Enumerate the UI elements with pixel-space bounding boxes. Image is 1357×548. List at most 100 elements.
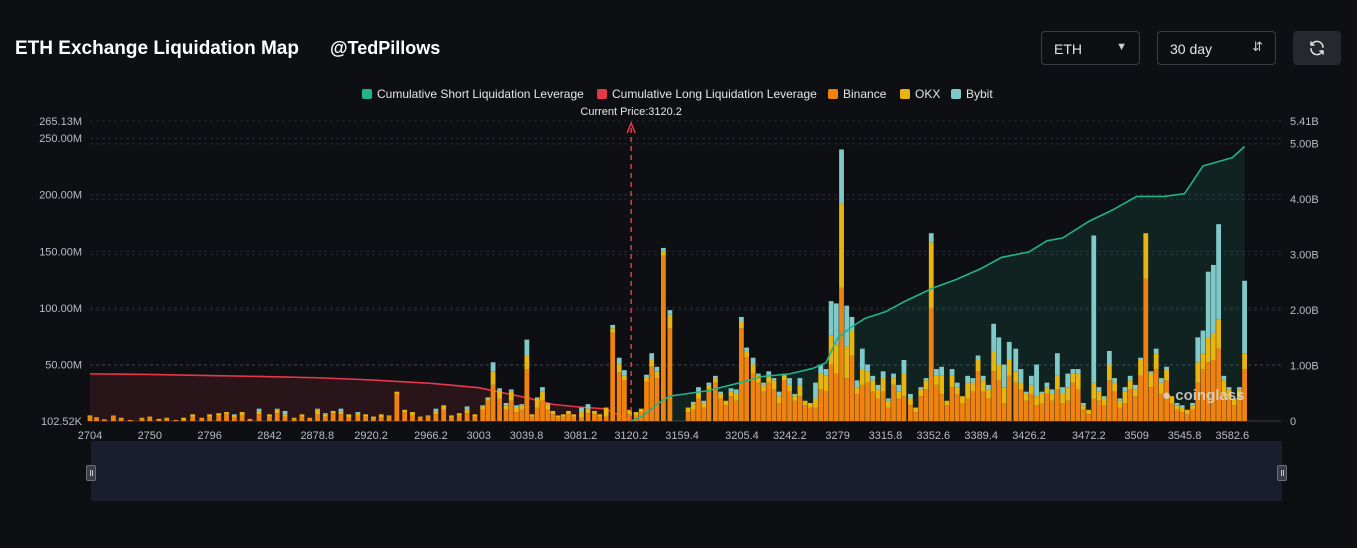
bar-okx [690,404,696,410]
bar-bybit [480,405,486,407]
bar-binance [224,414,229,422]
bar-binance [291,418,297,422]
slider-handle-left[interactable] [86,465,96,481]
bar-binance [490,384,496,422]
bar-okx [449,415,454,418]
bar-binance [627,414,632,422]
bar-okx [550,410,556,415]
bar-bybit [965,375,971,383]
bar-binance [585,413,591,422]
bar-binance [1148,387,1154,422]
bar-okx [519,405,525,410]
legend-okx[interactable]: OKX [900,87,940,101]
bar-bybit [870,375,876,381]
bar-binance [355,415,361,422]
bar-okx [649,359,655,367]
bar-binance [464,413,470,422]
legend-bybit-label: Bybit [966,87,993,101]
bar-binance [1034,405,1039,422]
bar-okx [949,375,955,388]
coin-select[interactable]: ETH ▼ [1041,31,1140,65]
bar-okx [1237,389,1242,399]
bar-okx [823,375,829,392]
legend-short[interactable]: Cumulative Short Liquidation Leverage [362,87,584,101]
bar-okx [216,413,222,416]
bar-bybit [274,408,280,410]
bar-binance [1226,398,1232,422]
bar-bybit [1044,382,1050,388]
bar-okx [540,391,545,401]
bar-okx [960,396,965,404]
x-tick-label: 3242.2 [773,430,807,442]
bar-binance [833,373,839,422]
bar-binance [1106,380,1112,422]
range-select[interactable]: 30 day ⇵ [1157,31,1276,65]
x-tick-label: 2920.2 [354,430,388,442]
bar-okx [592,410,597,415]
bar-binance [781,380,787,422]
bar-binance [718,398,723,422]
bar-binance [960,403,965,422]
bar-binance [363,416,369,422]
bar-binance [378,417,384,422]
bar-binance [1195,382,1201,422]
bar-binance [1122,403,1128,422]
bar-okx [330,410,336,414]
bar-okx [267,414,272,417]
bar-binance [190,416,196,422]
slider-handle-right[interactable] [1277,465,1287,481]
bar-binance [913,412,919,422]
bar-okx [490,371,496,385]
legend-bybit[interactable]: Bybit [951,87,993,101]
bar-bybit [755,373,761,376]
bar-bybit [519,404,525,406]
bar-okx [1018,382,1024,390]
bar-okx [322,414,328,417]
bar-okx [534,398,540,408]
bar-okx [1195,362,1201,383]
bar-okx [875,389,881,399]
bar-bybit [524,339,530,356]
bar-okx [706,384,712,390]
bar-okx [394,391,400,394]
bar-bybit [1075,369,1081,374]
bar-bybit [497,388,502,391]
bar-okx [1117,400,1123,408]
bar-okx [644,376,649,382]
bar-okx [503,405,509,410]
bar-binance [216,415,222,422]
bar-bybit [1164,366,1169,370]
bar-bybit [338,408,344,411]
bar-okx [524,355,530,370]
bar-binance [1127,389,1133,422]
bar-bybit [1158,378,1164,383]
bar-bybit [1001,364,1007,388]
bar-okx [661,251,666,256]
bar-binance [875,398,881,422]
bar-okx [713,378,718,383]
bar-binance [1039,403,1045,422]
bar-okx [363,414,369,417]
legend-binance[interactable]: Binance [828,87,886,101]
bar-okx [597,414,603,417]
bar-binance [885,407,891,422]
range-slider[interactable] [91,441,1282,501]
bar-binance [713,382,718,422]
bar-okx [560,414,566,417]
bar-binance [823,391,829,422]
x-tick-label: 3205.4 [725,430,759,442]
bar-okx [771,380,777,390]
bar-okx [833,344,839,374]
bar-okx [291,417,297,419]
bar-bybit [490,362,496,372]
refresh-button[interactable] [1293,31,1341,65]
bar-binance [918,396,924,422]
bar-bybit [1034,364,1039,397]
bar-bybit [771,378,777,381]
bar-binance [1049,400,1055,422]
bar-bybit [485,397,491,399]
bar-okx [807,403,813,408]
legend-long[interactable]: Cumulative Long Liquidation Leverage [597,87,817,101]
bar-bybit [1101,396,1107,399]
bar-bybit [761,382,766,385]
